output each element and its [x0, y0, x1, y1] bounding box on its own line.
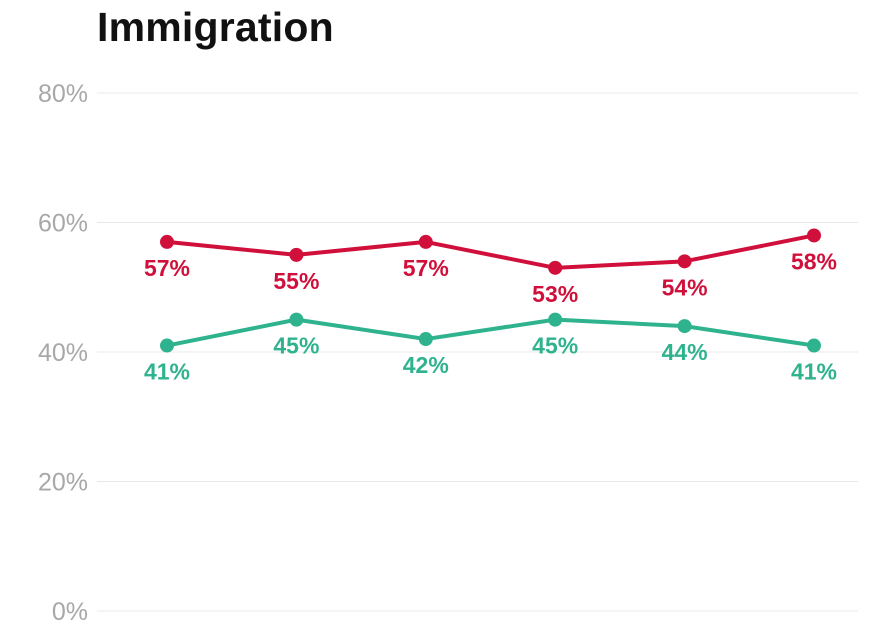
series-line — [165, 233, 816, 270]
data-label: 55% — [273, 268, 319, 294]
data-point — [289, 247, 304, 262]
y-axis-ticks: 0% 20% 40% 60% 80% — [38, 80, 88, 626]
data-point — [548, 312, 563, 327]
y-tick-label: 40% — [38, 339, 88, 367]
data-point — [677, 319, 692, 334]
data-label: 45% — [532, 333, 578, 359]
data-point — [807, 228, 821, 243]
data-point — [548, 260, 563, 275]
series-group: 57% 55% 57% 53% 54% 58% 41% 45% 42% 45% 44% 41% — [144, 228, 837, 385]
data-point — [160, 234, 174, 249]
y-tick-label: 0% — [52, 598, 88, 626]
data-label: 45% — [273, 333, 319, 359]
series-1: 57% 55% 57% 53% 54% 58% — [144, 228, 837, 307]
data-label: 42% — [403, 352, 449, 378]
y-tick-label: 80% — [38, 80, 88, 108]
data-label: 53% — [532, 281, 578, 307]
data-point — [677, 254, 692, 269]
y-tick-label: 60% — [38, 210, 88, 238]
data-point — [160, 338, 174, 353]
data-label: 41% — [791, 359, 837, 385]
data-point — [289, 312, 304, 327]
data-label: 57% — [403, 255, 449, 281]
data-point — [807, 338, 821, 353]
data-label: 41% — [144, 359, 190, 385]
gridlines — [97, 92, 858, 612]
data-label: 54% — [662, 274, 708, 300]
data-point — [418, 332, 433, 347]
chart-title: Immigration — [97, 4, 334, 50]
series-2: 41% 45% 42% 45% 44% 41% — [144, 312, 837, 385]
y-tick-label: 20% — [38, 469, 88, 497]
series-line — [165, 317, 816, 348]
data-label: 57% — [144, 255, 190, 281]
data-point — [418, 234, 433, 249]
data-label: 44% — [662, 339, 708, 365]
data-label: 58% — [791, 248, 837, 274]
